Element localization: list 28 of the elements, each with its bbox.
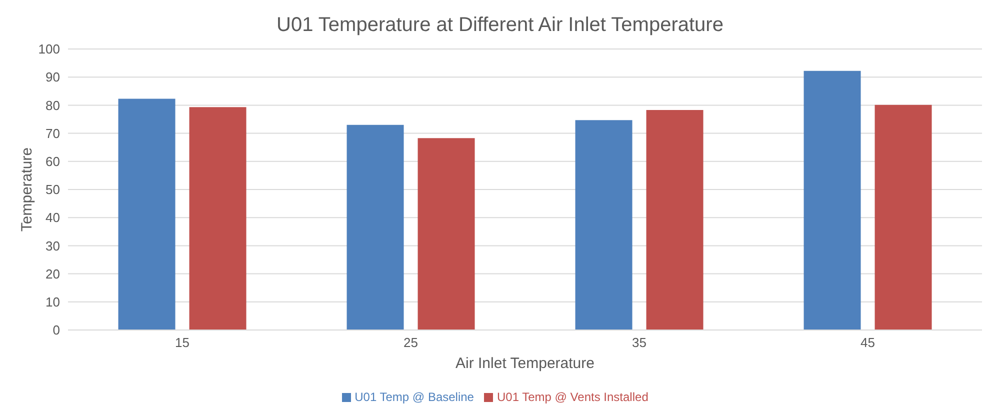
y-tick-label: 60 [46,154,60,170]
bar [346,124,404,330]
legend-label: U01 Temp @ Baseline [354,390,474,404]
y-tick-label: 40 [46,210,60,226]
y-tick-label: 70 [46,126,60,141]
bar [118,98,176,330]
chart-title: U01 Temperature at Different Air Inlet Temperature [276,14,724,36]
y-tick-label: 80 [46,98,60,113]
y-tick-label: 90 [46,70,60,85]
x-axis-title: Air Inlet Temperature [456,355,594,372]
x-tick-label: 35 [632,335,646,350]
bar [418,138,475,330]
y-tick-label: 100 [38,42,60,57]
bar [874,104,932,330]
y-tick-label: 20 [46,266,60,282]
legend-label: U01 Temp @ Vents Installed [496,390,648,404]
x-tick-label: 15 [175,335,190,350]
y-tick-label: 0 [52,322,60,338]
bar [646,110,704,330]
bar [575,120,632,330]
x-tick-label: 45 [860,335,875,350]
y-tick-label: 30 [46,238,60,254]
y-axis-title: Temperature [18,147,36,232]
bar [189,107,246,330]
x-tick-label: 25 [404,335,418,350]
y-tick-label: 10 [46,294,60,310]
bar [804,70,861,330]
y-tick-label: 50 [46,182,60,198]
